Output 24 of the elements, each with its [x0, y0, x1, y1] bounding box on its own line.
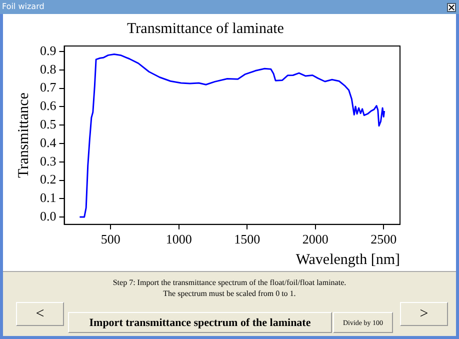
x-tick-label: 1000 [166, 232, 192, 247]
y-tick-label: 0.2 [40, 172, 56, 187]
x-tick-label: 500 [100, 232, 120, 247]
y-tick-label: 0.3 [40, 153, 56, 168]
y-tick-label: 0.8 [40, 61, 56, 76]
y-tick-label: 0.1 [40, 190, 56, 206]
x-axis-title: Wavelength [nm] [296, 252, 400, 268]
y-tick-label: 0.4 [40, 134, 57, 150]
x-tick-label: 1500 [234, 232, 260, 247]
text: > [400, 302, 448, 326]
text: Step 7: Import the transmittance spectrum of the float/foil/float laminate. [112, 277, 348, 288]
text: < [16, 302, 64, 326]
x-tick-label: 2000 [302, 232, 328, 247]
chart-title: Transmittance of laminate [127, 20, 284, 37]
y-tick-label: 0.5 [40, 116, 56, 132]
x-tick-label: 2500 [370, 232, 397, 247]
y-tick-label: 0.0 [40, 208, 56, 224]
text: The spectrum must be scaled from 0 to 1. [162, 288, 297, 299]
text: Foil wizard [0, 0, 459, 14]
y-tick-label: 0.9 [40, 42, 56, 58]
y-tick-label: 0.7 [40, 80, 57, 95]
y-tick-label: 0.6 [40, 98, 57, 114]
y-axis-title: Transmittance [16, 92, 32, 178]
text: Import transmittance spectrum of the laminate [68, 312, 332, 333]
